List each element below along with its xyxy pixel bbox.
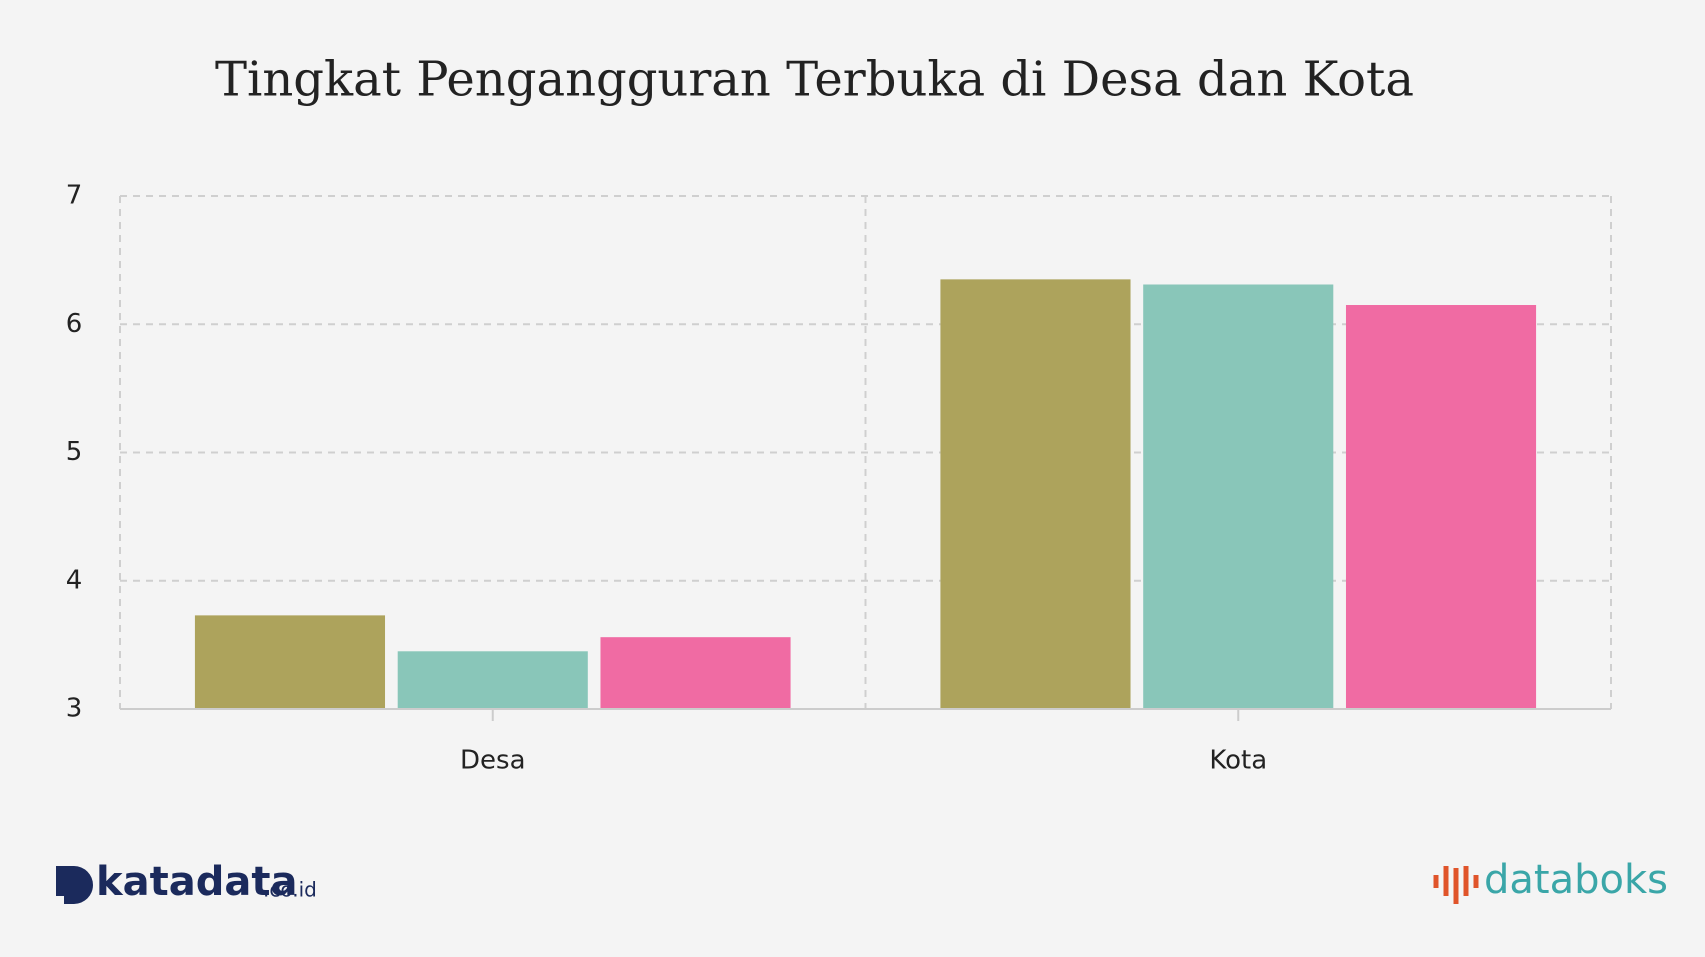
bar <box>1345 305 1537 709</box>
logo-text: katadata <box>96 859 297 905</box>
y-tick-label: 7 <box>66 181 83 211</box>
y-tick-label: 6 <box>66 309 83 339</box>
y-tick-label: 4 <box>66 565 83 595</box>
logo-icon <box>1433 866 1479 904</box>
chart-title: Tingkat Pengangguran Terbuka di Desa dan… <box>215 52 1414 108</box>
logo-right: databoks <box>1433 857 1668 904</box>
logo-icon <box>56 866 93 904</box>
x-tick-label: Desa <box>460 746 526 776</box>
bar <box>940 279 1131 709</box>
y-tick-label: 3 <box>66 694 83 724</box>
logo-text: databoks <box>1484 857 1668 903</box>
bar <box>194 615 386 709</box>
y-tick-label: 5 <box>66 437 83 467</box>
logo-left: katadata .co.id <box>56 859 317 905</box>
bar <box>600 637 791 709</box>
x-tick-label: Kota <box>1209 746 1267 776</box>
bar <box>1143 284 1334 709</box>
logo-suffix: .co.id <box>263 878 317 902</box>
bar <box>397 651 588 709</box>
